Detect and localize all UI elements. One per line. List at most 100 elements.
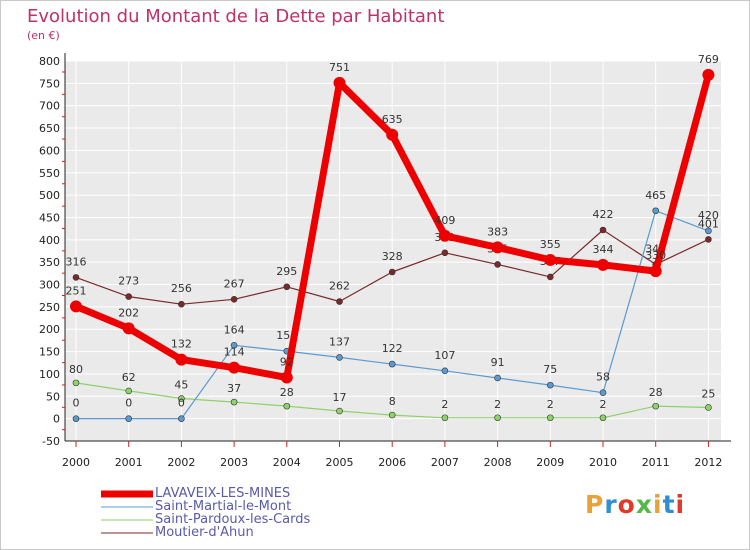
saint-martial-le-mont-point <box>494 374 501 382</box>
plot-background <box>65 61 721 441</box>
legend-swatch <box>101 506 153 507</box>
lavaveix-les-mines-data-label: 202 <box>118 306 139 319</box>
saint-martial-le-mont-data-label: 0 <box>73 397 80 410</box>
lavaveix-les-mines-point <box>649 265 662 278</box>
lavaveix-les-mines-data-label: 132 <box>171 338 192 351</box>
saint-martial-le-mont-data-label: 0 <box>178 397 185 410</box>
saint-pardoux-les-cards-point <box>705 404 712 411</box>
y-tick-label: -50 <box>42 435 60 448</box>
moutier-d-ahun-point <box>441 249 449 257</box>
moutier-d-ahun-point <box>178 300 185 308</box>
y-tick-label: 0 <box>53 413 60 426</box>
y-tick-label: 250 <box>39 301 60 314</box>
moutier-d-ahun-data-label: 267 <box>224 277 245 290</box>
lavaveix-les-mines-data-label: 769 <box>698 53 719 66</box>
saint-pardoux-les-cards-point <box>230 398 238 406</box>
saint-pardoux-les-cards-data-label: 2 <box>494 398 501 411</box>
y-tick-label: 50 <box>46 390 60 403</box>
moutier-d-ahun-point <box>494 261 501 268</box>
saint-martial-le-mont-data-label: 91 <box>491 356 505 369</box>
moutier-d-ahun-data-label: 273 <box>118 275 139 288</box>
y-tick-label: 500 <box>39 189 60 202</box>
y-tick-label: 350 <box>39 256 60 269</box>
x-tick-label: 2007 <box>431 456 459 469</box>
moutier-d-ahun-point <box>230 295 238 303</box>
saint-martial-le-mont-data-label: 420 <box>698 209 719 222</box>
logo-letter: o <box>617 490 636 519</box>
lavaveix-les-mines-point <box>702 68 715 81</box>
moutier-d-ahun-point <box>72 274 80 281</box>
lavaveix-les-mines-data-label: 114 <box>224 346 245 359</box>
y-tick-label: 150 <box>39 346 60 359</box>
y-tick-label: 300 <box>39 279 60 292</box>
saint-pardoux-les-cards-data-label: 37 <box>227 382 241 395</box>
lavaveix-les-mines-point <box>175 353 188 366</box>
x-tick-label: 2008 <box>484 456 512 469</box>
moutier-d-ahun-point <box>388 268 396 276</box>
saint-pardoux-les-cards-point <box>652 402 660 410</box>
logo-letter: P <box>585 490 605 519</box>
saint-pardoux-les-cards-data-label: 2 <box>547 398 554 411</box>
moutier-d-ahun-data-label: 262 <box>329 280 350 293</box>
saint-pardoux-les-cards-point <box>336 407 343 415</box>
moutier-d-ahun-data-label: 422 <box>593 208 614 221</box>
lavaveix-les-mines-point <box>438 229 451 242</box>
moutier-d-ahun-data-label: 401 <box>698 217 719 230</box>
saint-martial-le-mont-point <box>125 415 132 422</box>
saint-martial-le-mont-point <box>230 342 238 349</box>
y-tick-label: 400 <box>39 234 60 247</box>
saint-pardoux-les-cards-point <box>125 387 132 395</box>
moutier-d-ahun-data-label: 256 <box>171 282 192 295</box>
saint-martial-le-mont-point <box>599 389 607 397</box>
saint-pardoux-les-cards-data-label: 28 <box>649 386 663 399</box>
lavaveix-les-mines-point <box>333 76 346 89</box>
lavaveix-les-mines-data-label: 92 <box>280 356 294 369</box>
x-tick-label: 2011 <box>642 456 670 469</box>
logo-letter: i <box>675 490 686 519</box>
x-tick-label: 2006 <box>378 456 406 469</box>
moutier-d-ahun-point <box>546 273 554 281</box>
saint-martial-le-mont-point <box>178 415 185 422</box>
saint-martial-le-mont-point <box>72 415 80 422</box>
saint-martial-le-mont-data-label: 58 <box>596 371 610 384</box>
lavaveix-les-mines-data-label: 635 <box>382 113 403 126</box>
y-tick-label: 100 <box>39 368 60 381</box>
lavaveix-les-mines-point <box>228 361 241 374</box>
lavaveix-les-mines-point <box>491 241 504 254</box>
saint-martial-le-mont-point <box>652 207 660 215</box>
y-tick-label: 700 <box>39 100 60 113</box>
legend-swatch <box>101 532 153 533</box>
x-tick-label: 2003 <box>220 456 248 469</box>
lavaveix-les-mines-data-label: 344 <box>593 243 614 256</box>
saint-pardoux-les-cards-data-label: 8 <box>389 395 396 408</box>
lavaveix-les-mines-data-label: 409 <box>434 214 455 227</box>
y-tick-label: 200 <box>39 323 60 336</box>
moutier-d-ahun-point <box>336 298 343 305</box>
lavaveix-les-mines-data-label: 751 <box>329 61 350 74</box>
moutier-d-ahun-data-label: 328 <box>382 250 403 263</box>
saint-pardoux-les-cards-point <box>546 414 554 422</box>
moutier-d-ahun-data-label: 295 <box>276 265 297 278</box>
lavaveix-les-mines-point <box>544 253 557 266</box>
lavaveix-les-mines-data-label: 383 <box>487 225 508 238</box>
lavaveix-les-mines-point <box>386 128 399 141</box>
legend-label: LAVAVEIX-LES-MINES <box>155 486 291 501</box>
y-tick-label: 550 <box>39 167 60 180</box>
legend-label: Saint-Pardoux-les-Cards <box>155 512 311 527</box>
y-tick-label: 450 <box>39 211 60 224</box>
saint-martial-le-mont-point <box>336 354 343 361</box>
logo-letter: r <box>604 490 618 519</box>
lavaveix-les-mines-point <box>597 258 609 271</box>
saint-martial-le-mont-data-label: 164 <box>224 323 245 336</box>
x-tick-label: 2012 <box>694 456 722 469</box>
y-tick-label: 800 <box>39 55 60 68</box>
lavaveix-les-mines-point <box>280 371 293 384</box>
saint-martial-le-mont-data-label: 465 <box>645 189 666 202</box>
saint-pardoux-les-cards-data-label: 45 <box>174 379 188 392</box>
x-tick-label: 2000 <box>62 456 90 469</box>
lavaveix-les-mines-data-label: 330 <box>645 249 666 262</box>
y-tick-label: 650 <box>39 122 60 135</box>
lavaveix-les-mines-data-label: 251 <box>66 284 87 297</box>
saint-pardoux-les-cards-data-label: 62 <box>122 371 136 384</box>
